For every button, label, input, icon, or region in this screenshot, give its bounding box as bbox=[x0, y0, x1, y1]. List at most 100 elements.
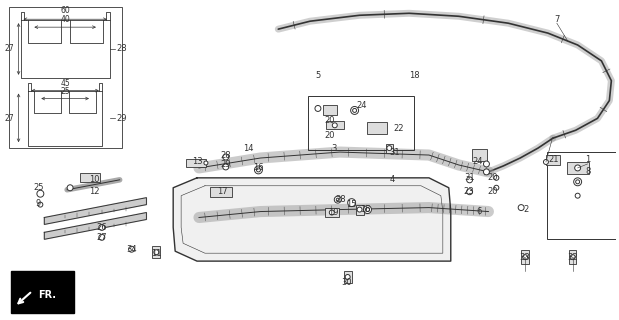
Bar bbox=[210, 187, 232, 197]
Text: 31: 31 bbox=[389, 148, 400, 156]
Circle shape bbox=[256, 168, 261, 172]
Bar bbox=[323, 106, 337, 116]
Circle shape bbox=[129, 246, 134, 252]
Text: 5: 5 bbox=[315, 71, 321, 80]
Bar bbox=[521, 250, 529, 264]
Text: 27: 27 bbox=[97, 233, 107, 242]
Text: 28: 28 bbox=[220, 150, 231, 160]
Circle shape bbox=[99, 224, 105, 230]
Text: 12: 12 bbox=[89, 187, 99, 196]
Circle shape bbox=[315, 106, 321, 111]
Bar bbox=[355, 204, 363, 214]
Circle shape bbox=[365, 208, 370, 212]
Text: 20: 20 bbox=[487, 187, 498, 196]
Text: 14: 14 bbox=[243, 144, 254, 153]
Text: 29: 29 bbox=[220, 160, 231, 170]
Circle shape bbox=[99, 234, 105, 240]
Circle shape bbox=[574, 178, 582, 186]
Circle shape bbox=[357, 207, 362, 212]
Text: 25: 25 bbox=[60, 87, 70, 96]
Circle shape bbox=[223, 164, 228, 170]
Circle shape bbox=[154, 250, 159, 255]
Text: 15: 15 bbox=[347, 200, 357, 209]
Text: 24: 24 bbox=[357, 101, 367, 110]
Circle shape bbox=[387, 146, 392, 151]
Bar bbox=[547, 152, 617, 239]
Polygon shape bbox=[45, 212, 147, 239]
Text: 1: 1 bbox=[585, 156, 590, 164]
Circle shape bbox=[350, 107, 358, 114]
Circle shape bbox=[467, 189, 472, 195]
Circle shape bbox=[38, 202, 43, 207]
Text: 33: 33 bbox=[520, 253, 530, 262]
Text: 18: 18 bbox=[409, 71, 420, 80]
Text: 16: 16 bbox=[253, 164, 264, 172]
Text: 20: 20 bbox=[487, 173, 498, 182]
Circle shape bbox=[494, 175, 499, 180]
Bar bbox=[152, 246, 160, 258]
Text: 7: 7 bbox=[554, 15, 560, 24]
Text: 60: 60 bbox=[60, 6, 70, 15]
Text: 31: 31 bbox=[464, 173, 475, 182]
Text: 26: 26 bbox=[97, 223, 107, 232]
Text: 30: 30 bbox=[341, 278, 352, 287]
Text: 40: 40 bbox=[60, 15, 70, 24]
Text: 10: 10 bbox=[89, 175, 99, 184]
Circle shape bbox=[254, 166, 262, 174]
Text: 22: 22 bbox=[393, 124, 404, 133]
Text: 20: 20 bbox=[324, 116, 335, 125]
Bar bbox=[325, 208, 339, 217]
Circle shape bbox=[67, 185, 73, 191]
Text: 24: 24 bbox=[472, 157, 483, 166]
Circle shape bbox=[543, 159, 548, 164]
Circle shape bbox=[576, 180, 579, 184]
Circle shape bbox=[522, 255, 527, 260]
Text: 4: 4 bbox=[389, 175, 395, 184]
Text: 19: 19 bbox=[329, 208, 339, 217]
Text: 23: 23 bbox=[463, 187, 474, 196]
Text: 25: 25 bbox=[33, 183, 43, 192]
Circle shape bbox=[467, 177, 472, 183]
Text: 11: 11 bbox=[151, 249, 162, 258]
Text: 20: 20 bbox=[324, 131, 335, 140]
Text: 17: 17 bbox=[217, 187, 228, 196]
Text: 27: 27 bbox=[5, 44, 15, 53]
Text: 3: 3 bbox=[331, 144, 337, 153]
Circle shape bbox=[37, 190, 44, 197]
Bar bbox=[9, 7, 122, 148]
Text: FR.: FR. bbox=[38, 290, 56, 300]
Bar bbox=[386, 144, 393, 153]
Bar bbox=[186, 158, 206, 167]
Circle shape bbox=[329, 210, 334, 215]
Text: 13: 13 bbox=[192, 157, 202, 166]
Text: 27: 27 bbox=[5, 114, 15, 123]
Circle shape bbox=[483, 161, 490, 167]
Circle shape bbox=[332, 123, 337, 128]
Circle shape bbox=[353, 108, 357, 112]
Text: 8: 8 bbox=[585, 167, 591, 176]
Bar bbox=[11, 271, 74, 313]
Polygon shape bbox=[45, 198, 147, 224]
Text: 21: 21 bbox=[548, 156, 559, 164]
Text: 16: 16 bbox=[360, 205, 371, 214]
Bar bbox=[569, 250, 576, 264]
Circle shape bbox=[334, 196, 341, 203]
Text: 2: 2 bbox=[524, 205, 529, 214]
Text: 28: 28 bbox=[335, 195, 346, 204]
Polygon shape bbox=[173, 178, 451, 261]
Text: 32: 32 bbox=[568, 253, 578, 262]
Bar bbox=[344, 271, 352, 283]
Circle shape bbox=[483, 169, 490, 175]
Bar bbox=[308, 96, 414, 150]
Text: 28: 28 bbox=[117, 44, 128, 53]
Text: 29: 29 bbox=[117, 114, 127, 123]
Text: 45: 45 bbox=[60, 79, 70, 88]
Circle shape bbox=[494, 185, 499, 190]
Bar bbox=[567, 162, 589, 174]
Circle shape bbox=[570, 255, 575, 260]
Text: 6: 6 bbox=[477, 207, 482, 216]
Circle shape bbox=[574, 165, 581, 171]
Bar bbox=[546, 155, 560, 165]
Circle shape bbox=[575, 193, 580, 198]
Circle shape bbox=[204, 161, 208, 165]
